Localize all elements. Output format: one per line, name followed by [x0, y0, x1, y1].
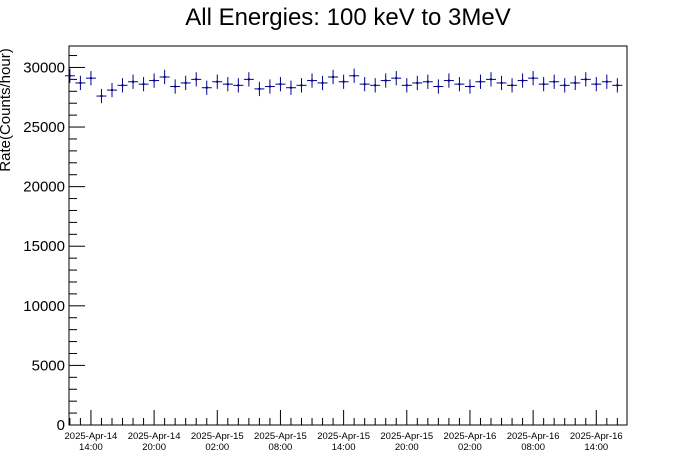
x-tick-time-label: 02:00 — [205, 442, 229, 453]
y-tick-labels: 0 5000 10000 15000 20000 25000 30000 — [23, 59, 65, 434]
x-tick-date-label: 2025-Apr-16 — [444, 431, 497, 442]
data-point — [468, 85, 472, 88]
data-point — [563, 84, 566, 87]
data-point — [458, 82, 461, 86]
chart-title: All Energies: 100 keV to 3MeV — [185, 4, 511, 31]
x-tick-date-label: 2025-Apr-15 — [380, 431, 433, 442]
data-point — [163, 75, 166, 79]
data-point — [342, 80, 345, 83]
plot-frame — [68, 45, 628, 426]
data-point — [131, 80, 135, 83]
data-point — [479, 80, 482, 83]
data-point — [521, 79, 524, 82]
data-point — [552, 80, 556, 83]
data-point — [510, 84, 514, 87]
x-tick-time-label: 20:00 — [142, 442, 166, 453]
data-point — [352, 74, 356, 77]
data-point — [173, 85, 177, 88]
data-point — [184, 81, 187, 85]
x-tick-date-label: 2025-Apr-16 — [570, 431, 623, 442]
data-point — [226, 82, 230, 86]
data-point — [574, 81, 577, 85]
data-point — [500, 81, 503, 85]
data-point — [68, 74, 72, 77]
data-point — [384, 79, 387, 82]
data-point — [216, 80, 219, 83]
data-point — [531, 76, 535, 80]
data-point — [489, 78, 493, 81]
x-tick-date-label: 2025-Apr-15 — [254, 431, 307, 442]
data-point — [584, 78, 587, 81]
data-point — [616, 84, 619, 87]
x-tick-time-label: 08:00 — [269, 442, 293, 453]
data-point — [363, 82, 366, 86]
y-axis-label: Rate(Counts/hour) — [0, 48, 14, 171]
data-point — [100, 94, 103, 98]
x-tick-time-label: 14:00 — [584, 442, 608, 453]
data-point — [279, 82, 282, 86]
data-points — [64, 68, 623, 104]
x-tick-labels: 2025-Apr-1414:002025-Apr-1420:002025-Apr… — [65, 431, 623, 453]
y-tick-label: 15000 — [23, 238, 65, 255]
x-tick-time-label: 14:00 — [79, 442, 103, 453]
data-point — [258, 87, 261, 91]
x-tick-date-label: 2025-Apr-15 — [317, 431, 370, 442]
y-tick-label: 25000 — [23, 119, 65, 136]
x-tick-date-label: 2025-Apr-15 — [191, 431, 244, 442]
data-point — [447, 79, 451, 82]
x-tick-time-label: 08:00 — [521, 442, 545, 453]
data-point — [542, 82, 545, 86]
x-tick-time-label: 02:00 — [458, 442, 482, 453]
data-point — [237, 84, 240, 87]
data-point — [289, 86, 293, 89]
y-tick-label: 5000 — [32, 357, 65, 374]
y-tick-label: 20000 — [23, 179, 65, 196]
data-point — [300, 84, 303, 87]
x-tick-date-label: 2025-Apr-14 — [128, 431, 181, 442]
data-point — [79, 81, 82, 85]
data-point — [110, 88, 114, 92]
data-point — [321, 81, 324, 85]
y-tick-label: 0 — [57, 417, 65, 434]
data-point — [195, 78, 198, 81]
data-point — [426, 80, 430, 83]
data-point — [121, 84, 124, 87]
data-point — [89, 76, 93, 80]
data-point — [437, 85, 440, 88]
x-tick-date-label: 2025-Apr-14 — [65, 431, 118, 442]
data-point — [395, 76, 398, 80]
y-tick-label: 30000 — [23, 59, 65, 76]
data-point — [247, 78, 251, 81]
data-point — [605, 80, 609, 83]
x-tick-time-label: 20:00 — [395, 442, 419, 453]
data-point — [416, 81, 419, 85]
data-point — [152, 79, 156, 82]
x-tick-time-label: 14:00 — [332, 442, 356, 453]
data-point — [142, 82, 145, 86]
data-point — [331, 75, 335, 79]
x-tick-date-label: 2025-Apr-16 — [507, 431, 560, 442]
data-point — [373, 84, 377, 87]
data-point — [595, 82, 598, 86]
data-point — [268, 85, 272, 88]
y-tick-label: 10000 — [23, 298, 65, 315]
data-point — [310, 79, 314, 82]
axis-ticks — [69, 55, 618, 426]
data-point — [405, 84, 408, 87]
data-point — [205, 86, 208, 89]
